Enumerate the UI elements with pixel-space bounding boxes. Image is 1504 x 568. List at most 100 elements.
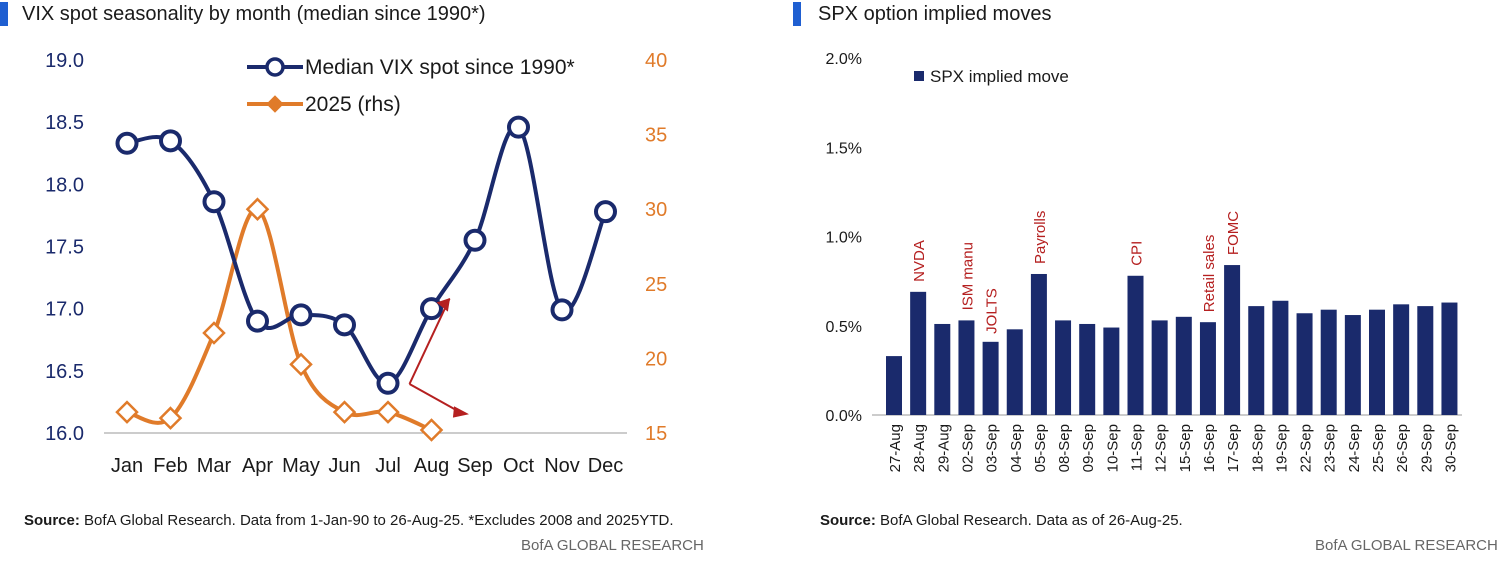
chart-title-vix: VIX spot seasonality by month (median si… (22, 3, 486, 25)
data-point-2025 (245, 197, 270, 221)
bar-implied-move (1320, 309, 1337, 415)
legend-label-median-vix: Median VIX spot since 1990* (305, 56, 575, 79)
source-text: BofA Global Research. Data from 1-Jan-90… (79, 512, 674, 529)
event-label: FOMC (1225, 211, 1242, 255)
bar-implied-move (1055, 320, 1072, 415)
event-label: ISM manu (959, 242, 976, 310)
legend-label-spx: SPX implied move (930, 67, 1069, 86)
y2-axis-tick-label: 30 (645, 199, 667, 221)
x-axis-tick-label: Dec (588, 455, 624, 477)
data-point-2025 (202, 321, 226, 345)
x-axis-tick-label: 26-Sep (1394, 424, 1411, 472)
legend-swatch-marker-median-vix (265, 57, 285, 77)
data-point-median-vix (594, 200, 617, 224)
event-label: NVDA (911, 240, 928, 282)
x-axis-tick-label: 30-Sep (1442, 424, 1459, 472)
bar-implied-move (1441, 302, 1458, 415)
legend-swatch-spx (914, 71, 924, 81)
vix-line-chart: 19.0 18.5 18.0 17.5 17.0 16.5 16.0 40 35 30 25 20 15… (45, 50, 667, 477)
data-point-median-vix (550, 298, 574, 322)
x-axis-tick-label: 11-Sep (1129, 424, 1146, 471)
brand-footer-left: BofA GLOBAL RESEARCH (521, 537, 704, 554)
y-axis-tick-label: 18.0 (45, 174, 84, 196)
x-axis-tick-label: Apr (242, 455, 273, 477)
source-note-left: Source: BofA Global Research. Data from … (24, 512, 674, 529)
bar-implied-move (934, 323, 951, 415)
data-point-median-vix (289, 303, 313, 327)
bar-implied-move (1199, 322, 1216, 415)
bar-implied-move (1006, 329, 1023, 415)
spx-bar-chart: 2.0% 1.5% 1.0% 0.5% 0.0% 27-Aug 28-Aug 29-Aug 02… (826, 51, 1462, 472)
event-label: JOLTS (984, 288, 1001, 334)
title-accent-bar (793, 2, 801, 26)
event-label: Retail sales (1201, 235, 1218, 313)
data-point-median-vix (463, 228, 487, 252)
spx-implied-moves-panel: SPX option implied moves 2.0% 1.5% 1.0% 0.5… (790, 0, 1504, 568)
data-point-2025 (115, 400, 139, 424)
data-point-2025 (332, 400, 357, 424)
x-axis-tick-label: Sep (457, 455, 493, 477)
x-axis-tick-label: Jan (111, 455, 143, 477)
bar-implied-move (1127, 275, 1144, 415)
series-line-2025 (126, 207, 433, 432)
x-axis-tick-label: May (282, 455, 320, 477)
bar-implied-move (1030, 273, 1047, 415)
x-axis-tick-label: 29-Aug (935, 424, 952, 472)
data-point-median-vix (246, 309, 269, 333)
x-axis-tick-label: 29-Sep (1418, 424, 1435, 472)
annotation-arrowhead-down (452, 406, 469, 418)
y-axis-tick-label: 18.5 (45, 112, 84, 134)
x-axis-tick-label: 04-Sep (1008, 424, 1025, 472)
annotation-arrow-down (409, 383, 462, 414)
x-axis-tick-label: 18-Sep (1249, 424, 1266, 472)
data-point-median-vix (333, 313, 356, 337)
y-axis-tick-label: 1.0% (826, 230, 862, 247)
bar-implied-move (1151, 320, 1168, 415)
bar-implied-move (1103, 327, 1120, 415)
bar-implied-move (1296, 313, 1313, 415)
vix-seasonality-panel: VIX spot seasonality by month (median si… (0, 0, 704, 568)
data-point-2025 (158, 406, 183, 430)
x-axis-tick-label: 03-Sep (984, 424, 1001, 472)
legend-swatch-marker-2025 (266, 95, 284, 113)
y2-axis-tick-label: 20 (645, 348, 667, 370)
y-axis-tick-label: 0.0% (826, 408, 862, 425)
x-axis-tick-label: Jun (328, 455, 360, 477)
x-axis-tick-label: 09-Sep (1080, 424, 1097, 472)
x-axis-tick-label: 24-Sep (1346, 424, 1363, 472)
x-axis-tick-label: Feb (153, 455, 187, 477)
x-axis-tick-label: 22-Sep (1298, 424, 1315, 472)
annotation-arrow-up (408, 298, 451, 385)
x-axis-tick-label: 27-Aug (887, 424, 904, 472)
bar-implied-move (910, 291, 927, 415)
x-axis-tick-label: 08-Sep (1056, 424, 1073, 472)
x-axis-tick-label: Jul (375, 455, 401, 477)
bar-implied-move (1079, 323, 1096, 415)
y-axis-tick-label: 16.0 (45, 423, 84, 445)
x-axis-tick-label: Oct (503, 455, 535, 477)
y-axis-tick-label: 16.5 (45, 361, 84, 383)
series-line-median-vix (126, 124, 608, 386)
x-axis-tick-label: 15-Sep (1177, 424, 1194, 472)
legend-label-2025: 2025 (rhs) (305, 93, 401, 116)
x-axis-tick-label: 05-Sep (1032, 424, 1049, 472)
y2-axis-tick-label: 35 (645, 125, 667, 147)
bar-implied-move (982, 341, 999, 415)
x-axis-tick-label: 12-Sep (1153, 424, 1170, 472)
y2-axis-tick-label: 15 (645, 423, 667, 445)
x-axis-tick-label: Nov (544, 455, 580, 477)
bar-implied-move (1417, 306, 1434, 415)
y-axis-tick-label: 2.0% (826, 51, 862, 68)
y-axis-tick-label: 17.5 (45, 237, 84, 259)
bar-implied-move (886, 356, 902, 415)
y2-axis-tick-label: 40 (645, 50, 667, 72)
bar-implied-move (1393, 304, 1410, 415)
brand-footer-right: BofA GLOBAL RESEARCH (1315, 537, 1498, 554)
y2-axis-tick-label: 25 (645, 274, 667, 296)
annotation-arrowhead-up (436, 297, 451, 312)
source-label: Source: (820, 512, 876, 529)
x-axis-tick-label: Mar (197, 455, 232, 477)
x-axis-tick-label: Aug (414, 455, 450, 477)
bar-implied-move (1369, 309, 1385, 415)
chart-title-spx: SPX option implied moves (818, 3, 1052, 25)
